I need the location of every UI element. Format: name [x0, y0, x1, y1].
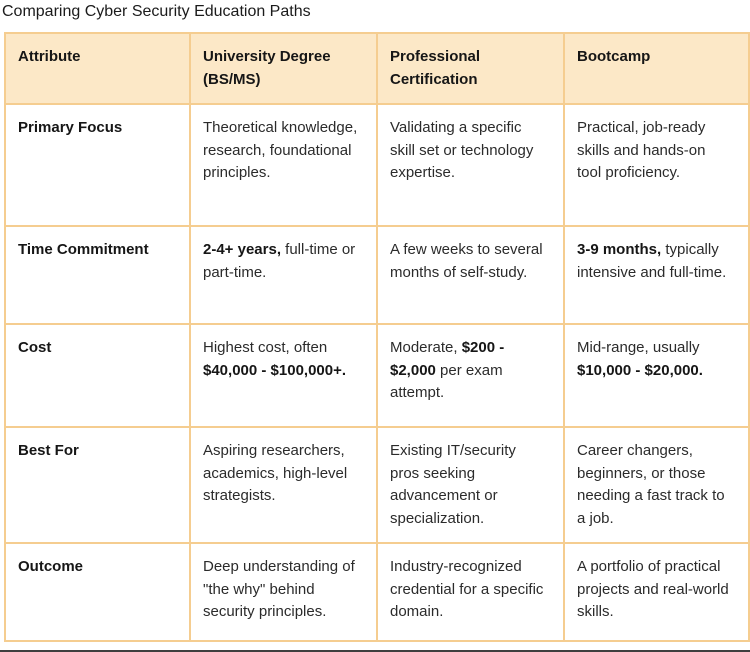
- value-cell: 2-4+ years, full-time or part-time.: [189, 225, 378, 326]
- cell-text: full-time or part-time.: [203, 241, 356, 281]
- value-cell: Career changers, beginners, or those nee…: [563, 426, 750, 545]
- cell-text: Career changers, beginners, or those nee…: [577, 442, 725, 527]
- attribute-cell: Cost: [4, 323, 191, 429]
- value-cell: Aspiring researchers, academics, high-le…: [189, 426, 378, 545]
- value-cell: A portfolio of practical projects and re…: [563, 542, 750, 643]
- cell-text: Aspiring researchers, academics, high-le…: [203, 442, 348, 505]
- value-cell: Existing IT/security pros seeking advanc…: [376, 426, 565, 545]
- attribute-cell: Primary Focus: [4, 103, 191, 228]
- cell-text-bold: 2-4+ years,: [203, 241, 281, 259]
- value-cell: Theoretical knowledge, research, foundat…: [189, 103, 378, 228]
- value-cell: Deep understanding of "the why" behind s…: [189, 542, 378, 643]
- cell-text: Existing IT/security pros seeking advanc…: [390, 442, 516, 527]
- attribute-cell: Outcome: [4, 542, 191, 643]
- cell-text: A portfolio of practical projects and re…: [577, 558, 729, 621]
- cell-text: A few weeks to several months of self-st…: [390, 241, 543, 281]
- table-row: Best For Aspiring researchers, academics,…: [4, 426, 750, 545]
- value-cell: Highest cost, often $40,000 - $100,000+.: [189, 323, 378, 429]
- cell-text: Industry-recognized credential for a spe…: [390, 558, 544, 621]
- page-title: Comparing Cyber Security Education Paths: [2, 3, 311, 20]
- cell-text: Practical, job-ready skills and hands-on…: [577, 119, 706, 182]
- table-header: Attribute University Degree (BS/MS) Prof…: [4, 32, 750, 106]
- attribute-cell: Best For: [4, 426, 191, 545]
- value-cell: 3-9 months, typically intensive and full…: [563, 225, 750, 326]
- cell-text-bold: $10,000 - $20,000.: [577, 361, 703, 379]
- cell-text: Deep understanding of "the why" behind s…: [203, 558, 355, 621]
- cell-text: Theoretical knowledge, research, foundat…: [203, 119, 358, 182]
- attribute-cell: Time Commitment: [4, 225, 191, 326]
- header-bootcamp: Bootcamp: [563, 32, 750, 106]
- cell-text: Highest cost, often: [203, 339, 328, 357]
- comparison-table: Attribute University Degree (BS/MS) Prof…: [4, 32, 750, 643]
- cell-text-bold: 3-9 months,: [577, 241, 662, 259]
- header-professional-certification: Professional Certification: [376, 32, 565, 106]
- value-cell: Practical, job-ready skills and hands-on…: [563, 103, 750, 228]
- cell-text: typically intensive and full-time.: [577, 241, 727, 281]
- header-row: Attribute University Degree (BS/MS) Prof…: [4, 32, 750, 106]
- header-university-degree: University Degree (BS/MS): [189, 32, 378, 106]
- value-cell: A few weeks to several months of self-st…: [376, 225, 565, 326]
- table-row: Time Commitment 2-4+ years, full-time or …: [4, 225, 750, 326]
- cell-text: Validating a specific skill set or techn…: [390, 119, 534, 182]
- table-row: Outcome Deep understanding of "the why" b…: [4, 542, 750, 643]
- table-row: Primary Focus Theoretical knowledge, rese…: [4, 103, 750, 228]
- value-cell: Mid-range, usually $10,000 - $20,000.: [563, 323, 750, 429]
- header-attribute: Attribute: [4, 32, 191, 106]
- cell-text-bold: $40,000 - $100,000+.: [203, 361, 347, 379]
- cell-text: Mid-range, usually: [577, 339, 700, 357]
- cell-text: Moderate,: [390, 339, 462, 357]
- table-body: Primary Focus Theoretical knowledge, rese…: [4, 103, 750, 643]
- value-cell: Moderate, $200 - $2,000 per exam attempt…: [376, 323, 565, 429]
- cell-text: per exam attempt.: [390, 361, 503, 402]
- table-row: Cost Highest cost, often $40,000 - $100,0…: [4, 323, 750, 429]
- value-cell: Industry-recognized credential for a spe…: [376, 542, 565, 643]
- value-cell: Validating a specific skill set or techn…: [376, 103, 565, 228]
- cell-text-bold: $200 - $2,000: [390, 339, 505, 379]
